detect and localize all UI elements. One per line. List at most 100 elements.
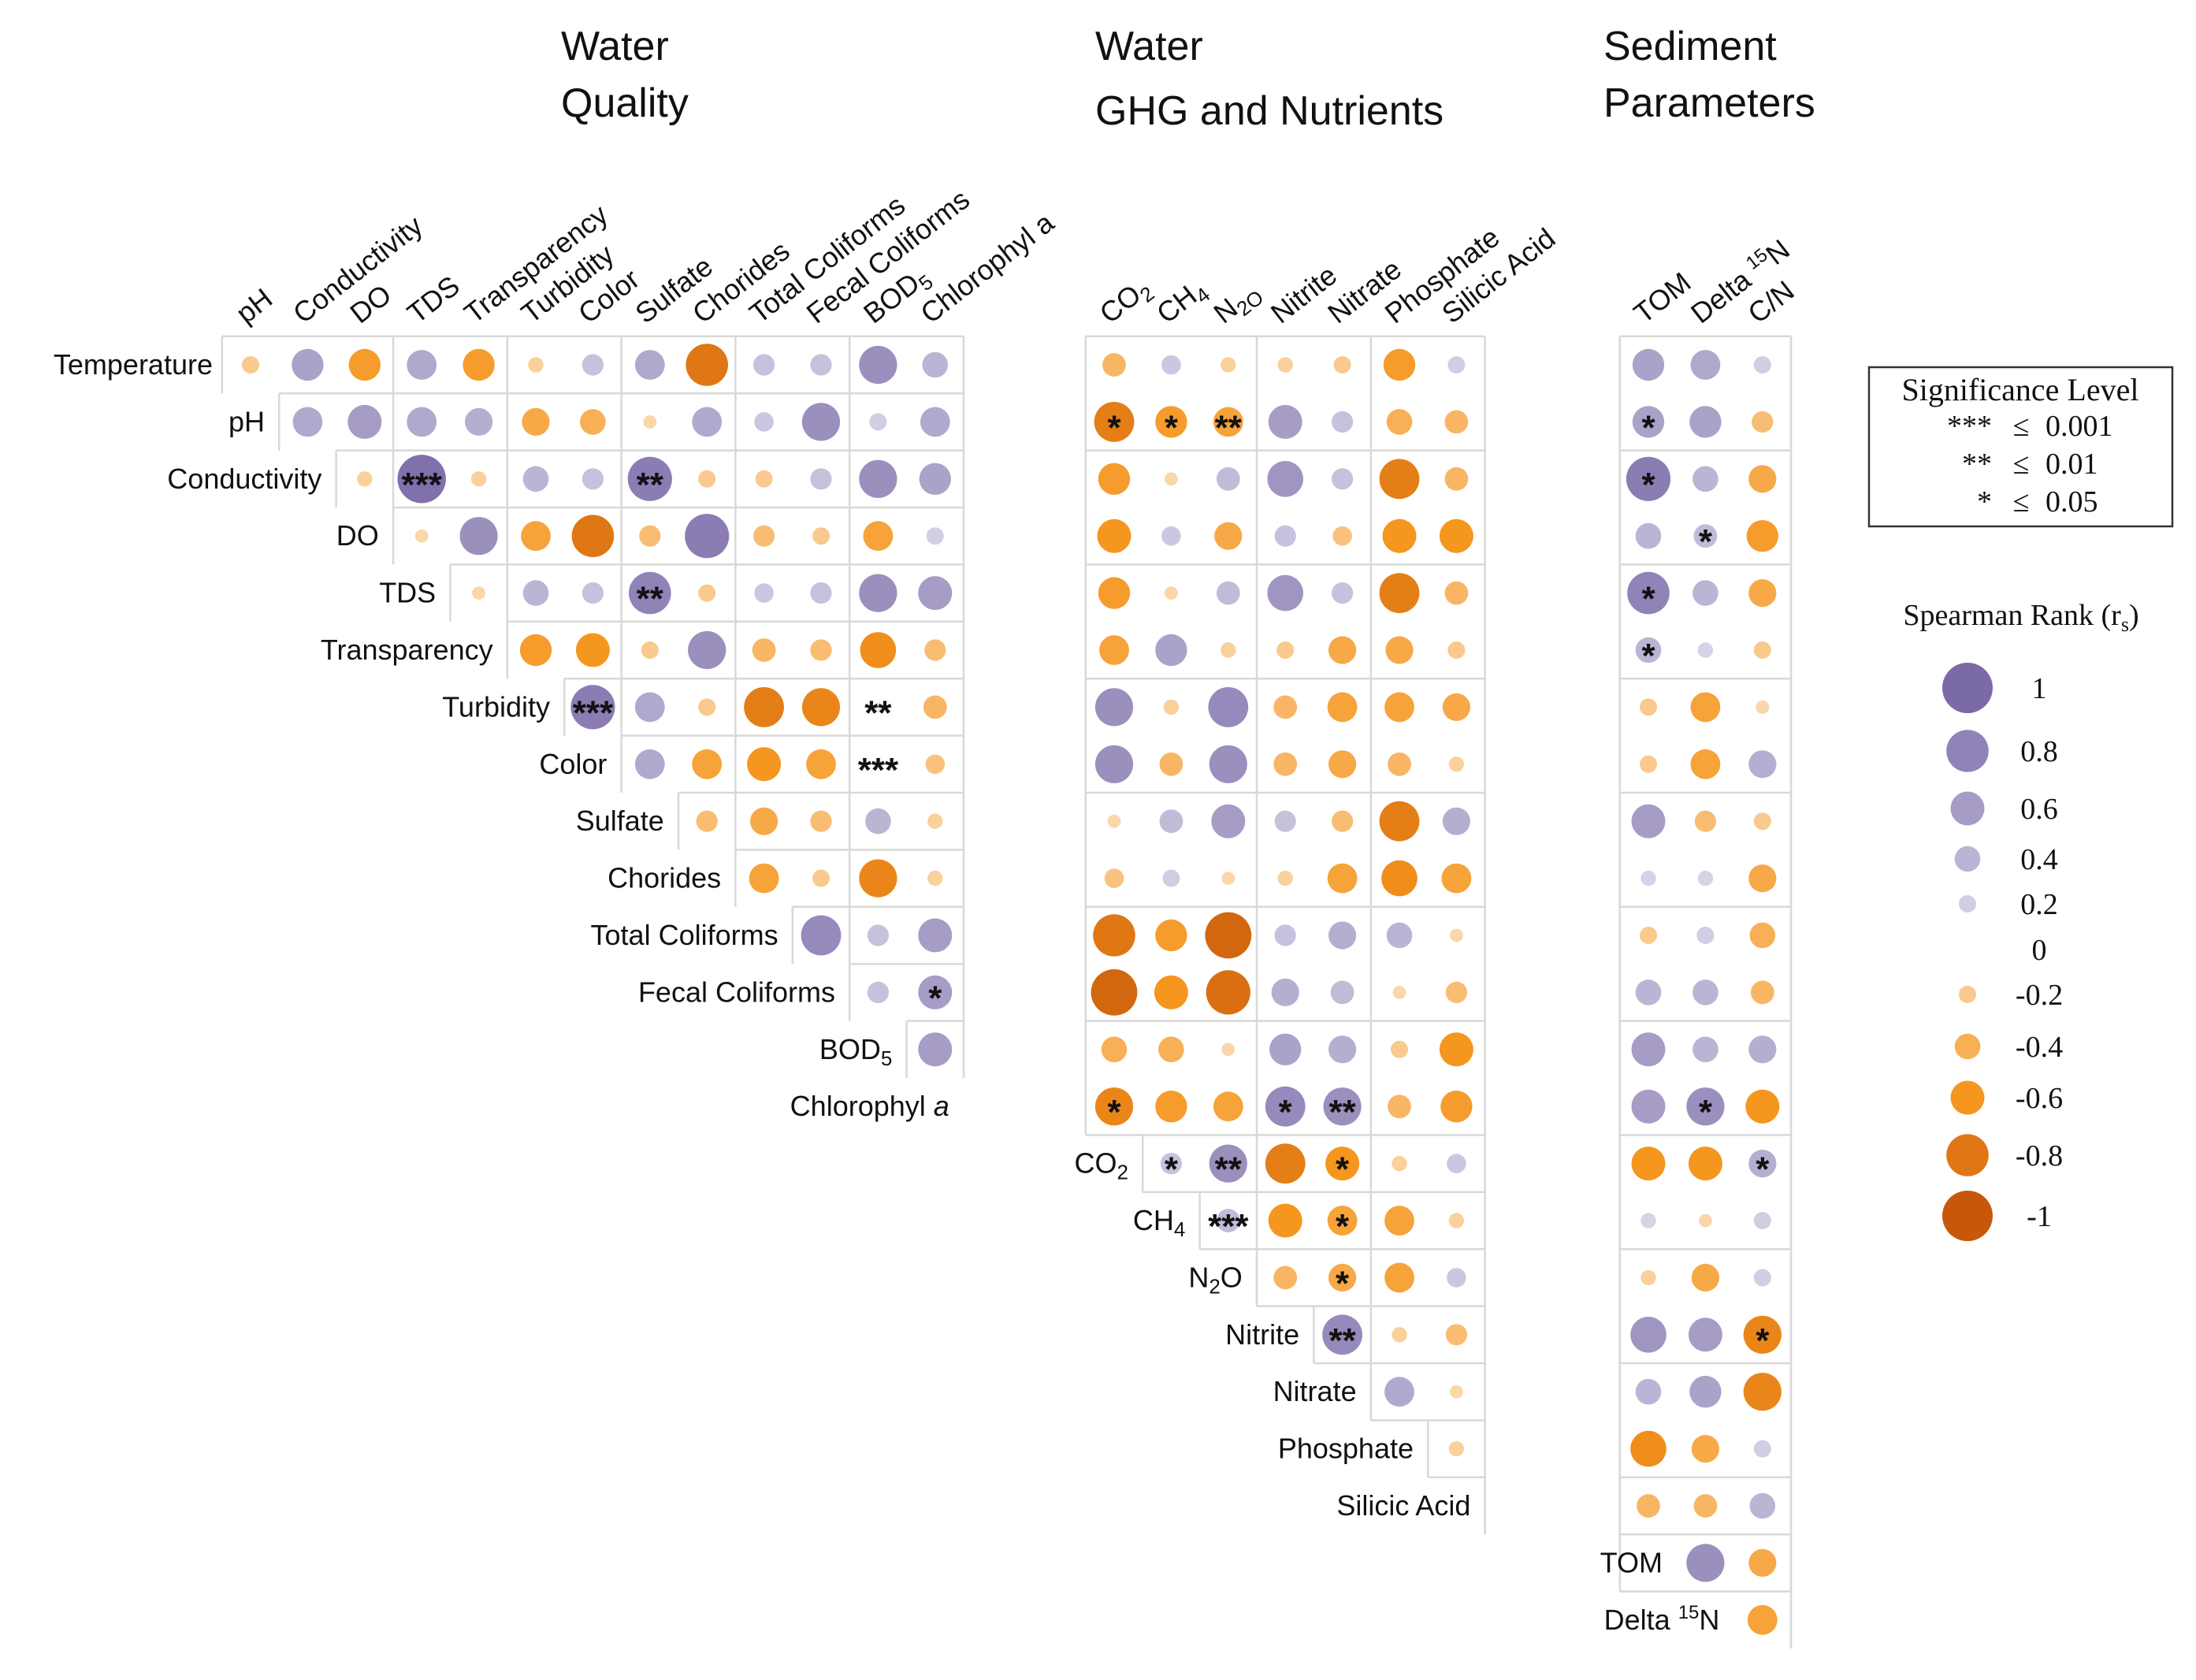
ghg-cell-nitrite-silicic-acid [1445,1324,1467,1346]
wq-cell-ph-fecal-coliforms [801,403,841,441]
wq-cell-conductivity-chlorophyl-a [919,463,952,495]
sed-cell-do-delta-15n: * [1693,522,1718,561]
wq-cell-color-sulfate [634,749,665,779]
wq-cell-ph-transparency-circle [465,407,493,437]
wq-cell-conductivity-transparency-circle [470,471,487,487]
wq-cell-ph-chlorophyl-a [920,407,950,437]
wq-cell-conductivity-turbidity [522,466,549,492]
sed-cell-color-delta-15n [1690,749,1721,779]
wq-cell-tds-sulfate-circle [629,571,671,615]
sed-cell-ph-delta-15n-circle [1689,406,1722,438]
wq-cell-fecal-coliforms-bod5 [867,981,889,1003]
row-label-fecal-coliforms: Fecal Coliforms [638,976,835,1008]
sed-cell-tds-tom-circle [1627,571,1670,615]
sed-cell-nitrite-tom [1630,1317,1667,1353]
ghg-cell-ch4-n2o: *** [1208,1207,1249,1246]
ghg-cell-bod5-silicic-acid-circle [1439,1032,1473,1067]
wq-cell-tds-fecal-coliforms [810,582,832,604]
ghg-cell-turbidity-co2 [1094,688,1134,727]
ghg-cell-co2-phosphate [1392,1155,1407,1172]
sed-cell-silicic-acid-c-n-circle [1749,1492,1776,1519]
sed-cell-do-delta-15n-significance: * [1699,522,1713,561]
sed-cell-fecal-coliforms-tom-circle [1635,979,1662,1005]
ghg-cell-ch4-nitrate-significance: * [1336,1207,1350,1246]
wq-cell-conductivity-bod5-circle [859,459,897,498]
sed-cell-sulfate-tom-circle [1631,804,1666,838]
spearman-legend-title: Spearman Rank (rs) [1903,599,2138,636]
ghg-cell-fecal-coliforms-nitrite [1271,978,1299,1006]
sed-cell-bod5-tom-circle [1631,1032,1666,1067]
ghg-cell-n2o-nitrate-significance: * [1336,1264,1350,1303]
wq-cell-temperature-chorides [686,344,728,386]
wq-cell-color-bod5-circle [873,760,883,769]
wq-cell-conductivity-transparency [470,471,487,487]
ghg-cell-transparency-co2-circle [1099,635,1129,665]
title-sediment-line2: Parameters [1603,80,1815,126]
ghg-cell-chlorophyl-a-nitrate: ** [1323,1087,1362,1132]
sed-cell-ph-tom-significance: * [1641,408,1655,447]
ghg-cell-sulfate-silicic-acid [1442,807,1470,835]
ghg-cell-chorides-nitrate-circle [1327,863,1358,894]
ghg-cell-fecal-coliforms-ch4-circle [1154,975,1188,1009]
ghg-cell-temperature-silicic-acid [1447,356,1466,374]
sed-cell-silicic-acid-tom-circle [1637,1494,1660,1518]
ghg-cell-chlorophyl-a-silicic-acid-circle [1440,1091,1473,1123]
wq-cell-sulfate-fecal-coliforms-circle [810,810,832,832]
ghg-cell-chorides-phosphate-circle [1381,860,1418,897]
sed-cell-tom-c-n [1748,1548,1777,1577]
ghg-cell-chlorophyl-a-nitrite: * [1265,1086,1306,1132]
ghg-cell-nitrate-phosphate-circle [1384,1377,1414,1407]
wq-cell-sulfate-total-coliforms-circle [750,807,778,835]
wq-cell-ph-transparency [465,407,493,437]
sed-cell-chorides-tom-circle [1640,870,1656,886]
wq-cell-ph-sulfate-circle [643,415,657,429]
ghg-cell-total-coliforms-silicic-acid-circle [1450,928,1463,942]
ghg-cell-temperature-silicic-acid-circle [1447,356,1466,374]
wq-cell-sulfate-fecal-coliforms [810,810,832,832]
wq-cell-color-sulfate-circle [634,749,665,779]
ghg-cell-tds-n2o [1216,581,1240,605]
spearman-legend-circle [1954,846,1981,872]
ghg-cell-fecal-coliforms-ch4 [1154,975,1188,1009]
wq-cell-do-sulfate [639,525,661,547]
ghg-cell-n2o-nitrate-circle [1328,1263,1357,1292]
sed-cell-chorides-delta-15n-circle [1697,870,1714,886]
ghg-cell-temperature-phosphate-circle [1383,348,1416,381]
wq-cell-temperature-ph [242,356,259,374]
ghg-cell-chlorophyl-a-silicic-acid [1440,1091,1473,1123]
sed-cell-transparency-delta-15n-circle [1697,642,1714,658]
spearman-legend-items: 1 0.8 0.6 0.4 0.2 0 -0.2 -0.4 -0.6 -0.8 -1 [1942,663,2063,1241]
wq-cell-ph-turbidity [522,407,550,437]
wq-cell-total-coliforms-chlorophyl-a-circle [918,918,953,953]
sed-cell-nitrate-delta-15n-circle [1689,1376,1722,1408]
ghg-cell-transparency-silicic-acid [1447,641,1466,659]
ghg-cell-fecal-coliforms-n2o-circle [1206,970,1250,1015]
wq-cell-chorides-total-coliforms-circle [749,863,779,894]
significance-stars: *** [1947,410,1992,443]
sed-cell-fecal-coliforms-delta-15n [1693,979,1719,1005]
significance-le: ≤ [2013,448,2030,481]
ghg-cell-total-coliforms-n2o [1205,912,1252,959]
ghg-cell-chlorophyl-a-nitrate-circle [1323,1087,1362,1126]
col-label-wq-tds: TDS [401,269,466,330]
sed-cell-silicic-acid-delta-15n [1693,1494,1718,1518]
sed-cell-ph-tom-circle [1632,406,1665,438]
wq-cell-color-total-coliforms-circle [747,747,782,782]
ghg-cell-sulfate-phosphate [1379,801,1420,842]
sed-cell-temperature-tom-circle [1632,348,1665,381]
sed-cell-co2-c-n-circle [1748,1150,1777,1178]
wq-cell-tds-turbidity-circle [522,580,549,606]
ghg-cell-bod5-n2o [1221,1043,1235,1057]
col-label-ghg-nitrite: Nitrite [1265,258,1343,329]
wq-cell-temperature-chlorophyl-a-circle [922,351,949,378]
ghg-cell-ch4-nitrite-circle [1268,1203,1302,1238]
ghg-cell-ch4-phosphate [1384,1206,1414,1236]
ghg-cell-chorides-n2o [1221,872,1235,885]
ghg-cell-temperature-co2 [1102,353,1126,377]
ghg-cell-transparency-nitrite-circle [1276,641,1295,659]
ghg-cell-nitrite-phosphate [1392,1327,1407,1343]
sed-cell-chlorophyl-a-tom [1631,1089,1666,1124]
ghg-cell-total-coliforms-nitrate-circle [1328,921,1357,950]
